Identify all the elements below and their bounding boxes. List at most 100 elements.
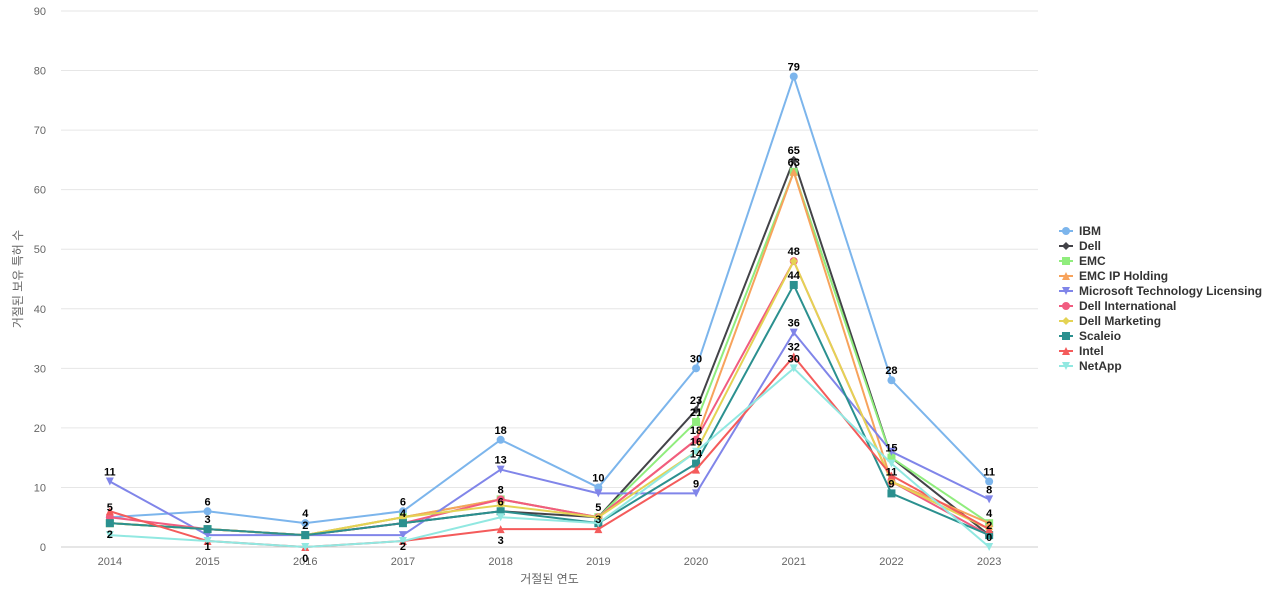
- data-point-marker[interactable]: [789, 352, 798, 361]
- y-tick-label: 70: [34, 125, 46, 137]
- series-line: [108, 75, 991, 525]
- series-line: [108, 283, 991, 537]
- data-point-marker[interactable]: [301, 519, 310, 528]
- legend-item[interactable]: Dell Marketing: [1059, 314, 1161, 328]
- data-point-marker[interactable]: [692, 465, 701, 474]
- data-point-marker[interactable]: [789, 280, 798, 289]
- legend-item[interactable]: NetApp: [1059, 359, 1122, 373]
- data-label: 3: [204, 514, 210, 526]
- x-tick-label: 2016: [293, 556, 317, 568]
- data-point-marker[interactable]: [203, 507, 212, 516]
- legend-label: Scaleio: [1079, 329, 1121, 343]
- data-point-marker[interactable]: [692, 489, 701, 498]
- data-point-marker[interactable]: [398, 537, 407, 546]
- series-netapp: [105, 364, 994, 551]
- data-point-marker[interactable]: [594, 525, 603, 534]
- data-point-marker[interactable]: [692, 435, 701, 444]
- data-label: 48: [788, 246, 800, 258]
- data-point-marker[interactable]: [692, 459, 701, 468]
- data-point-marker[interactable]: [496, 507, 505, 516]
- series-emc-ip-holding: [105, 167, 994, 540]
- legend-item[interactable]: EMC: [1059, 254, 1106, 268]
- data-point-marker[interactable]: [985, 519, 994, 528]
- data-point-marker[interactable]: [887, 447, 896, 456]
- data-label: 65: [788, 145, 800, 157]
- data-point-marker[interactable]: [105, 477, 114, 486]
- y-axis: 0 10 20 30 40 50 60 70 80 90: [34, 6, 46, 554]
- data-point-marker[interactable]: [789, 167, 798, 176]
- data-point-marker[interactable]: [496, 525, 505, 534]
- data-point-marker[interactable]: [692, 417, 701, 426]
- data-label: 1: [204, 541, 210, 553]
- data-label: 0: [986, 532, 992, 544]
- data-point-marker[interactable]: [789, 257, 798, 266]
- data-point-marker[interactable]: [105, 531, 114, 540]
- y-tick-label: 0: [40, 542, 46, 554]
- data-label: 44: [788, 270, 801, 282]
- legend-item[interactable]: Scaleio: [1059, 329, 1121, 343]
- legend-label: Dell International: [1079, 299, 1176, 313]
- x-tick-label: 2014: [98, 556, 122, 568]
- data-label: 11: [886, 466, 898, 478]
- data-point-marker[interactable]: [301, 543, 310, 551]
- data-point-marker[interactable]: [301, 531, 310, 540]
- data-point-marker[interactable]: [789, 155, 798, 164]
- legend-item[interactable]: IBM: [1059, 224, 1101, 238]
- y-tick-label: 50: [34, 244, 46, 256]
- y-axis-title: 거절된 보유 특허 수: [11, 230, 25, 328]
- data-point-marker[interactable]: [105, 519, 114, 528]
- data-label: 14: [690, 449, 703, 461]
- data-point-marker[interactable]: [692, 364, 701, 373]
- data-point-marker[interactable]: [496, 513, 505, 522]
- legend-item[interactable]: EMC IP Holding: [1059, 269, 1168, 283]
- data-point-marker[interactable]: [985, 525, 994, 534]
- data-label: 9: [888, 478, 894, 490]
- data-point-marker[interactable]: [692, 447, 701, 456]
- legend-item[interactable]: Dell International: [1059, 299, 1176, 313]
- data-label: 21: [690, 407, 702, 419]
- data-label: 2: [400, 541, 406, 553]
- data-point-marker[interactable]: [496, 435, 505, 444]
- data-point-marker[interactable]: [887, 376, 896, 385]
- data-point-marker[interactable]: [496, 465, 505, 474]
- data-label: 30: [788, 353, 800, 365]
- data-point-marker[interactable]: [789, 364, 798, 373]
- y-tick-label: 10: [34, 482, 46, 494]
- data-point-marker[interactable]: [887, 489, 896, 498]
- data-point-marker[interactable]: [985, 531, 994, 540]
- data-point-marker[interactable]: [887, 471, 896, 480]
- data-point-marker[interactable]: [398, 519, 407, 528]
- data-point-marker[interactable]: [789, 328, 798, 337]
- legend-item[interactable]: Intel: [1059, 344, 1104, 358]
- data-point-marker[interactable]: [203, 537, 212, 546]
- data-point-marker[interactable]: [203, 525, 212, 534]
- data-point-marker[interactable]: [985, 477, 994, 486]
- data-point-marker[interactable]: [985, 543, 994, 551]
- legend-marker: [1062, 332, 1070, 340]
- data-point-marker[interactable]: [594, 519, 603, 528]
- data-point-marker[interactable]: [887, 453, 896, 462]
- x-tick-label: 2018: [488, 556, 512, 568]
- series-line: [108, 331, 991, 537]
- legend-marker: [1062, 362, 1070, 370]
- data-label: 36: [788, 318, 800, 330]
- legend-item[interactable]: Microsoft Technology Licensing: [1059, 284, 1262, 298]
- series-lines: [105, 72, 994, 551]
- data-point-marker[interactable]: [496, 495, 505, 504]
- data-point-marker[interactable]: [398, 531, 407, 540]
- series-line: [108, 260, 991, 537]
- series-line: [108, 158, 991, 537]
- data-point-marker[interactable]: [105, 507, 114, 516]
- data-point-marker[interactable]: [985, 495, 994, 504]
- series-emc: [105, 167, 994, 540]
- data-point-marker[interactable]: [594, 489, 603, 498]
- y-tick-label: 30: [34, 363, 46, 375]
- legend-item[interactable]: Dell: [1059, 239, 1101, 253]
- data-label: 6: [204, 496, 210, 508]
- data-label: 5: [595, 502, 601, 514]
- data-point-marker[interactable]: [887, 459, 896, 468]
- data-point-marker[interactable]: [692, 406, 701, 415]
- data-label: 10: [592, 472, 604, 484]
- data-point-marker[interactable]: [789, 72, 798, 81]
